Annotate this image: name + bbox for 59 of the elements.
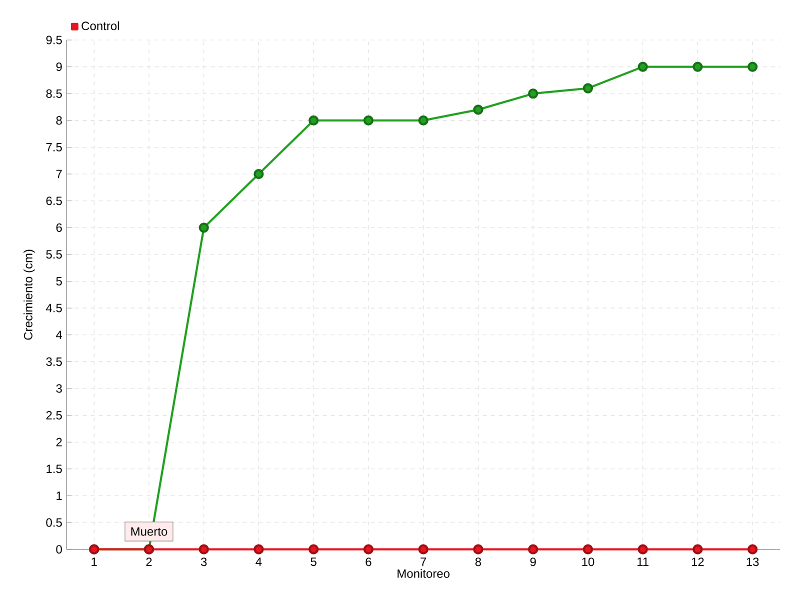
x-tick-label: 9 — [530, 558, 536, 566]
point — [692, 62, 703, 72]
point — [363, 115, 374, 126]
x-tick-label: 11 — [638, 558, 648, 566]
x-tick-label: 5 — [310, 558, 316, 566]
annotation: Muerto — [131, 527, 168, 536]
point — [418, 544, 428, 554]
y-tick-label: 4.5 — [46, 304, 62, 312]
y-tick-label: 9.5 — [46, 36, 62, 44]
point — [198, 222, 209, 233]
x-tick-label: 6 — [366, 558, 372, 566]
x-tick-label: 2 — [146, 558, 152, 566]
point — [692, 544, 703, 554]
point — [308, 115, 319, 126]
y-tick-label: 3 — [56, 384, 62, 393]
y-tick-label: 1.5 — [46, 464, 62, 474]
legend-label: Control — [82, 21, 119, 30]
x-tick-label: 13 — [746, 558, 759, 566]
y-tick-label: 9 — [56, 62, 62, 72]
x-tick-label: 4 — [256, 558, 262, 566]
point — [473, 104, 484, 115]
x-axis-title: Monitoreo — [398, 569, 450, 578]
point — [473, 544, 484, 554]
y-tick-label: 5.5 — [46, 250, 62, 259]
x-tick-label: 8 — [475, 558, 482, 566]
x-tick-label: 7 — [420, 558, 426, 566]
y-tick-label: 0 — [56, 545, 62, 554]
x-tick-label: 3 — [200, 558, 207, 566]
y-tick-label: 7 — [56, 170, 62, 178]
point — [363, 544, 374, 554]
y-tick-label: 1 — [56, 492, 62, 500]
y-tick-label: 7.5 — [46, 143, 62, 152]
x-tick-label: 12 — [692, 558, 704, 566]
point — [582, 544, 594, 554]
y-tick-label: 8.5 — [46, 89, 62, 98]
y-tick-label: 2 — [56, 438, 62, 446]
point — [748, 62, 758, 72]
point — [748, 544, 758, 554]
x-tick-label: 10 — [582, 558, 594, 566]
y-tick-label: 8 — [56, 116, 62, 125]
y-tick-label: 0.5 — [46, 518, 62, 527]
point — [638, 62, 648, 72]
point — [582, 83, 594, 94]
y-tick-label: 5 — [56, 277, 62, 286]
x-tick-label: 1 — [92, 558, 97, 566]
point — [308, 544, 319, 554]
y-tick-label: 6.5 — [46, 196, 62, 206]
point — [528, 544, 538, 554]
point — [418, 115, 428, 126]
point — [528, 88, 538, 99]
point — [254, 168, 264, 180]
point — [198, 544, 209, 554]
y-tick-label: 4 — [56, 330, 62, 340]
y-tick-label: 6 — [56, 223, 62, 232]
point — [254, 544, 264, 554]
y-axis-title: Crecimiento (cm) — [24, 250, 35, 340]
y-tick-label: 3.5 — [46, 357, 62, 366]
y-tick-label: 2.5 — [46, 411, 62, 420]
point — [638, 544, 648, 554]
